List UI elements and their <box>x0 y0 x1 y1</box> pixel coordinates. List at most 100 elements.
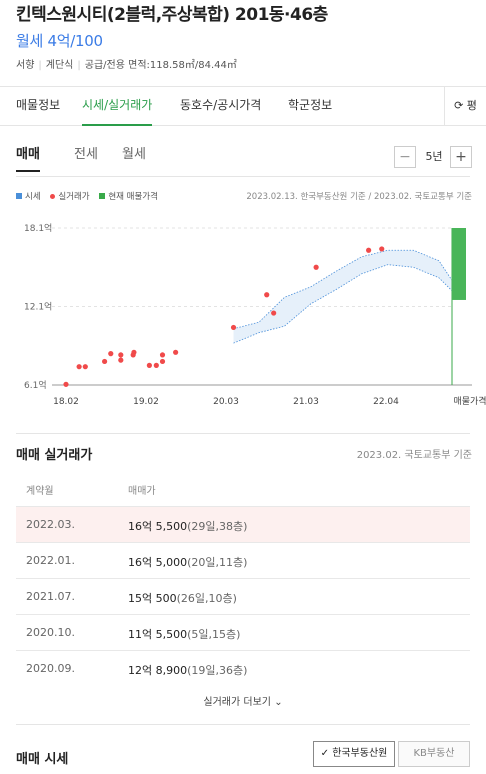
transaction-point <box>153 362 159 368</box>
market-legend-swatch <box>16 193 22 199</box>
trades-section-title: 매매 실거래가 <box>16 448 93 463</box>
row-price-value: 16억 5,500 <box>128 520 188 533</box>
divider <box>16 176 470 177</box>
transaction-point <box>230 324 237 331</box>
transaction-point <box>379 246 385 252</box>
legend-market: 시세 <box>25 192 41 202</box>
transaction-point <box>313 264 319 270</box>
area-spec: 공급/전용 면적:118.58㎡/84.44㎡ <box>84 60 237 71</box>
main-tabs: 매물정보 시세/실거래가 동호수/공시가격 학군정보 ⟳ 평 <box>0 86 486 126</box>
row-price: 16억 5,000(20일,11층) <box>128 554 247 570</box>
row-detail: (5일,15층) <box>187 628 241 641</box>
refresh-icon: ⟳ <box>454 99 464 112</box>
divider <box>16 724 470 725</box>
row-detail: (26일,10층) <box>176 592 237 605</box>
spec-separator: | <box>38 60 42 71</box>
y-tick-label: 6.1억 <box>24 379 47 391</box>
column-contract-month: 계약월 <box>26 486 54 497</box>
transaction-point <box>271 310 277 316</box>
x-tick-label: 21.03 <box>293 397 319 407</box>
direction-spec: 서향 <box>16 60 35 71</box>
chart-source-note: 2023.02.13. 한국부동산원 기준 / 2023.02. 국토교통부 기… <box>246 192 472 202</box>
row-price-value: 15억 500 <box>128 592 177 605</box>
source-reb-label: 한국부동산원 <box>332 748 388 759</box>
chart-legend: 시세 실거래가 현재 매물가격 <box>16 190 165 202</box>
period-stepper: − 5년 + <box>394 146 472 168</box>
row-date: 2020.09. <box>26 662 75 675</box>
pyeong-toggle-button[interactable]: ⟳ 평 <box>444 87 486 126</box>
table-row[interactable]: 2021.07. 15억 500(26일,10층) <box>16 578 470 614</box>
transaction-point <box>159 358 166 365</box>
pyeong-label: 평 <box>466 99 477 112</box>
current-legend-swatch <box>99 193 106 199</box>
source-toggle-kb[interactable]: KB부동산 <box>398 741 470 767</box>
row-detail: (29일,38층) <box>187 520 248 533</box>
transaction-point <box>118 352 124 358</box>
transaction-point <box>131 349 137 355</box>
transaction-point <box>159 352 166 358</box>
listing-price: 월세 4억/100 <box>16 32 103 50</box>
transaction-point <box>146 362 152 368</box>
row-date: 2020.10. <box>26 626 75 639</box>
transaction-point <box>366 247 372 253</box>
tab-unit-public-price[interactable]: 동호수/공시가격 <box>180 98 262 112</box>
x-tick-label: 19.02 <box>133 397 159 407</box>
transaction-point <box>76 364 82 370</box>
trades-source-note: 2023.02. 국토교통부 기준 <box>356 450 472 461</box>
subtab-jeonse[interactable]: 전세 <box>74 147 98 162</box>
legend-current: 현재 매물가격 <box>108 192 158 202</box>
row-price: 16억 5,500(29일,38층) <box>128 518 247 534</box>
period-value: 5년 <box>425 150 443 163</box>
table-row[interactable]: 2020.10. 11억 5,500(5일,15층) <box>16 614 470 650</box>
row-date: 2021.07. <box>26 590 75 603</box>
x-tick-label: 매물가격 <box>453 395 486 407</box>
y-tick-label: 12.1억 <box>24 301 52 313</box>
x-tick-label: 22.04 <box>373 397 399 407</box>
trades-table-header: 계약월 매매가 <box>16 474 470 506</box>
current-price-bar <box>452 228 466 300</box>
period-minus-button[interactable]: − <box>394 146 416 168</box>
row-price: 11억 5,500(5일,15층) <box>128 626 240 642</box>
transaction-point <box>102 358 108 365</box>
column-sale-price: 매매가 <box>128 486 156 497</box>
transaction-point <box>264 292 270 298</box>
transaction-point <box>82 364 88 370</box>
table-row[interactable]: 2020.09. 12억 8,900(19일,36층) <box>16 650 470 686</box>
market-band-fill <box>233 250 452 344</box>
transaction-point <box>118 357 124 363</box>
market-section-title: 매매 시세 <box>16 752 69 767</box>
row-price-value: 12억 8,900 <box>128 664 188 677</box>
transaction-point <box>173 349 179 355</box>
period-plus-button[interactable]: + <box>450 146 472 168</box>
market-lower-line <box>233 264 453 344</box>
subtab-sale[interactable]: 매매 <box>16 142 40 172</box>
table-row[interactable]: 2022.03. 16억 5,500(29일,38층) <box>16 506 470 542</box>
structure-spec: 계단식 <box>45 60 74 71</box>
more-trades-link[interactable]: 실거래가 더보기 ⌄ <box>0 693 486 708</box>
transaction-legend-swatch <box>50 193 56 199</box>
divider <box>16 433 470 434</box>
legend-transactions: 실거래가 <box>58 192 90 202</box>
transaction-point <box>108 351 114 357</box>
transaction-point <box>63 381 69 387</box>
tab-school-info[interactable]: 학군정보 <box>288 98 333 112</box>
source-toggle-reb[interactable]: ✓ 한국부동산원 <box>313 741 395 767</box>
table-row[interactable]: 2022.01. 16억 5,000(20일,11층) <box>16 542 470 578</box>
listing-title: 킨텍스원시티(2블럭,주상복합) 201동·46층 <box>16 5 328 25</box>
spec-separator: | <box>77 60 81 71</box>
check-icon: ✓ <box>320 748 329 759</box>
tab-price-trades[interactable]: 시세/실거래가 <box>82 87 153 126</box>
subtab-monthly[interactable]: 월세 <box>122 147 146 162</box>
row-detail: (19일,36층) <box>187 664 248 677</box>
more-trades-label: 실거래가 더보기 <box>203 697 271 708</box>
row-date: 2022.03. <box>26 518 75 531</box>
x-tick-label: 20.03 <box>213 397 239 407</box>
tab-listing-info[interactable]: 매물정보 <box>16 98 61 112</box>
row-price-value: 16억 5,000 <box>128 556 188 569</box>
row-detail: (20일,11층) <box>187 556 248 569</box>
chevron-down-icon: ⌄ <box>274 697 283 708</box>
row-price-value: 11억 5,500 <box>128 628 188 641</box>
listing-specs: 서향 | 계단식 | 공급/전용 면적:118.58㎡/84.44㎡ <box>16 56 237 71</box>
x-tick-label: 18.02 <box>53 397 79 407</box>
row-price: 15억 500(26일,10층) <box>128 590 237 606</box>
